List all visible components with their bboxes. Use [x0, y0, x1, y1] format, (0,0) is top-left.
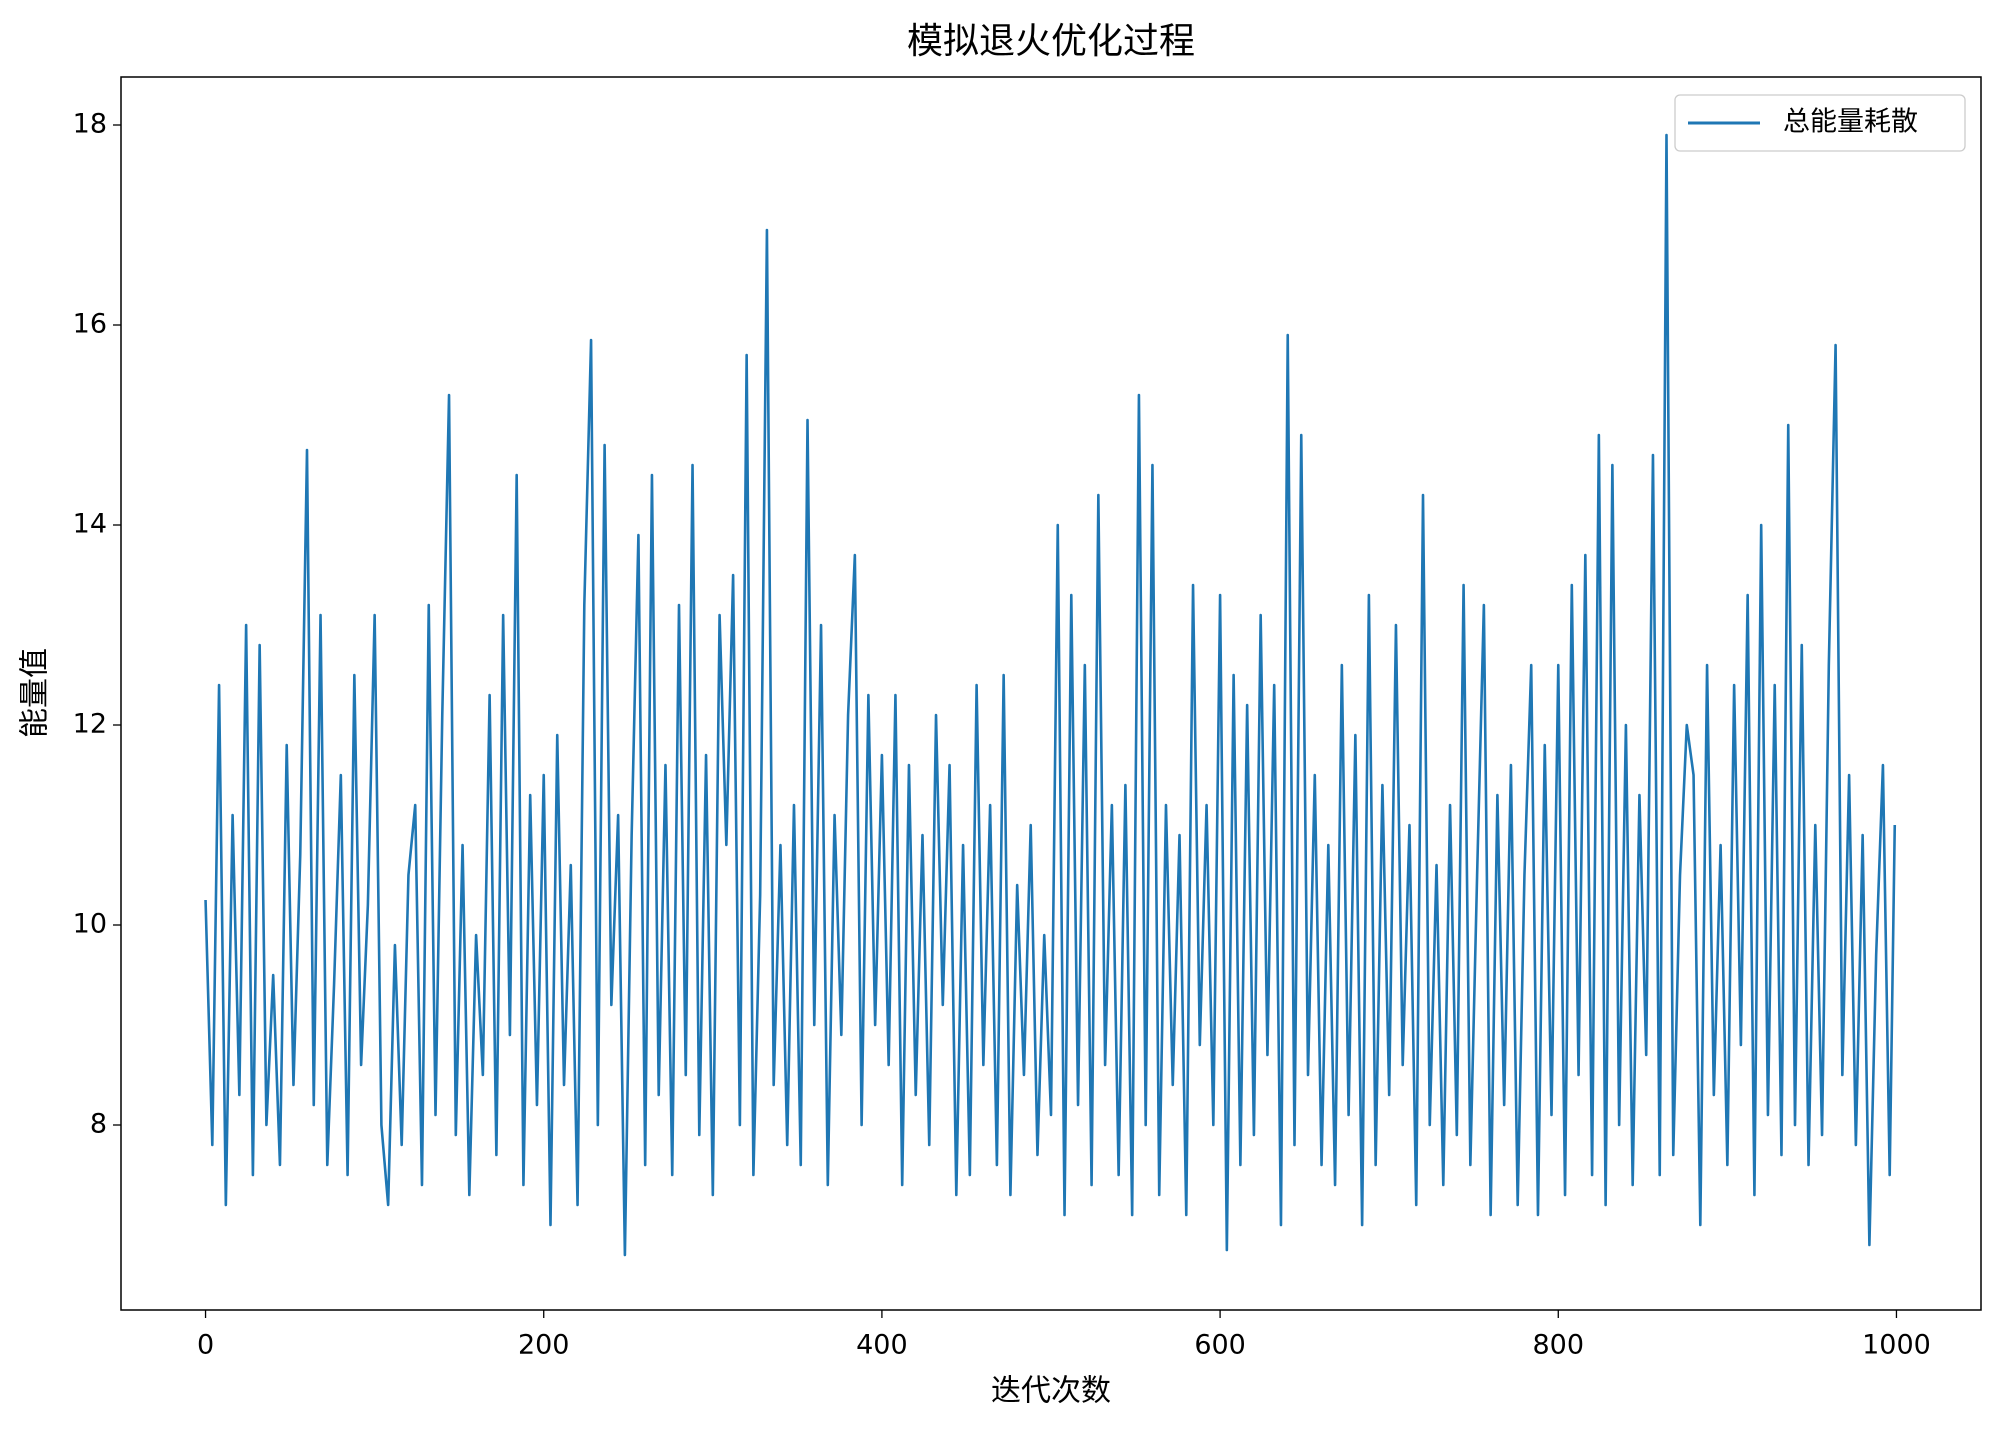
x-axis-label: 迭代次数: [991, 1374, 1111, 1409]
x-tick-label: 400: [856, 1330, 908, 1361]
y-axis-label: 能量值: [18, 648, 53, 738]
data-line: [204, 133, 1897, 1257]
x-tick-label: 800: [1532, 1330, 1584, 1361]
y-tick-label: 14: [73, 509, 107, 540]
y-tick-label: 8: [90, 1109, 107, 1140]
legend-box: [1674, 94, 1966, 152]
chart-title: 模拟退火优化过程: [907, 21, 1195, 62]
legend-label: 总能量耗散: [1783, 107, 1918, 138]
plot-frame: [120, 76, 1982, 1311]
y-tick-label: 16: [73, 309, 107, 340]
x-tick-label: 0: [197, 1330, 214, 1361]
x-tick-label: 200: [518, 1330, 570, 1361]
x-tick-label: 600: [1194, 1330, 1246, 1361]
y-tick-label: 18: [73, 109, 107, 140]
y-tick-label: 12: [73, 709, 107, 740]
y-tick-label: 10: [73, 909, 107, 940]
x-tick-label: 1000: [1862, 1330, 1931, 1361]
